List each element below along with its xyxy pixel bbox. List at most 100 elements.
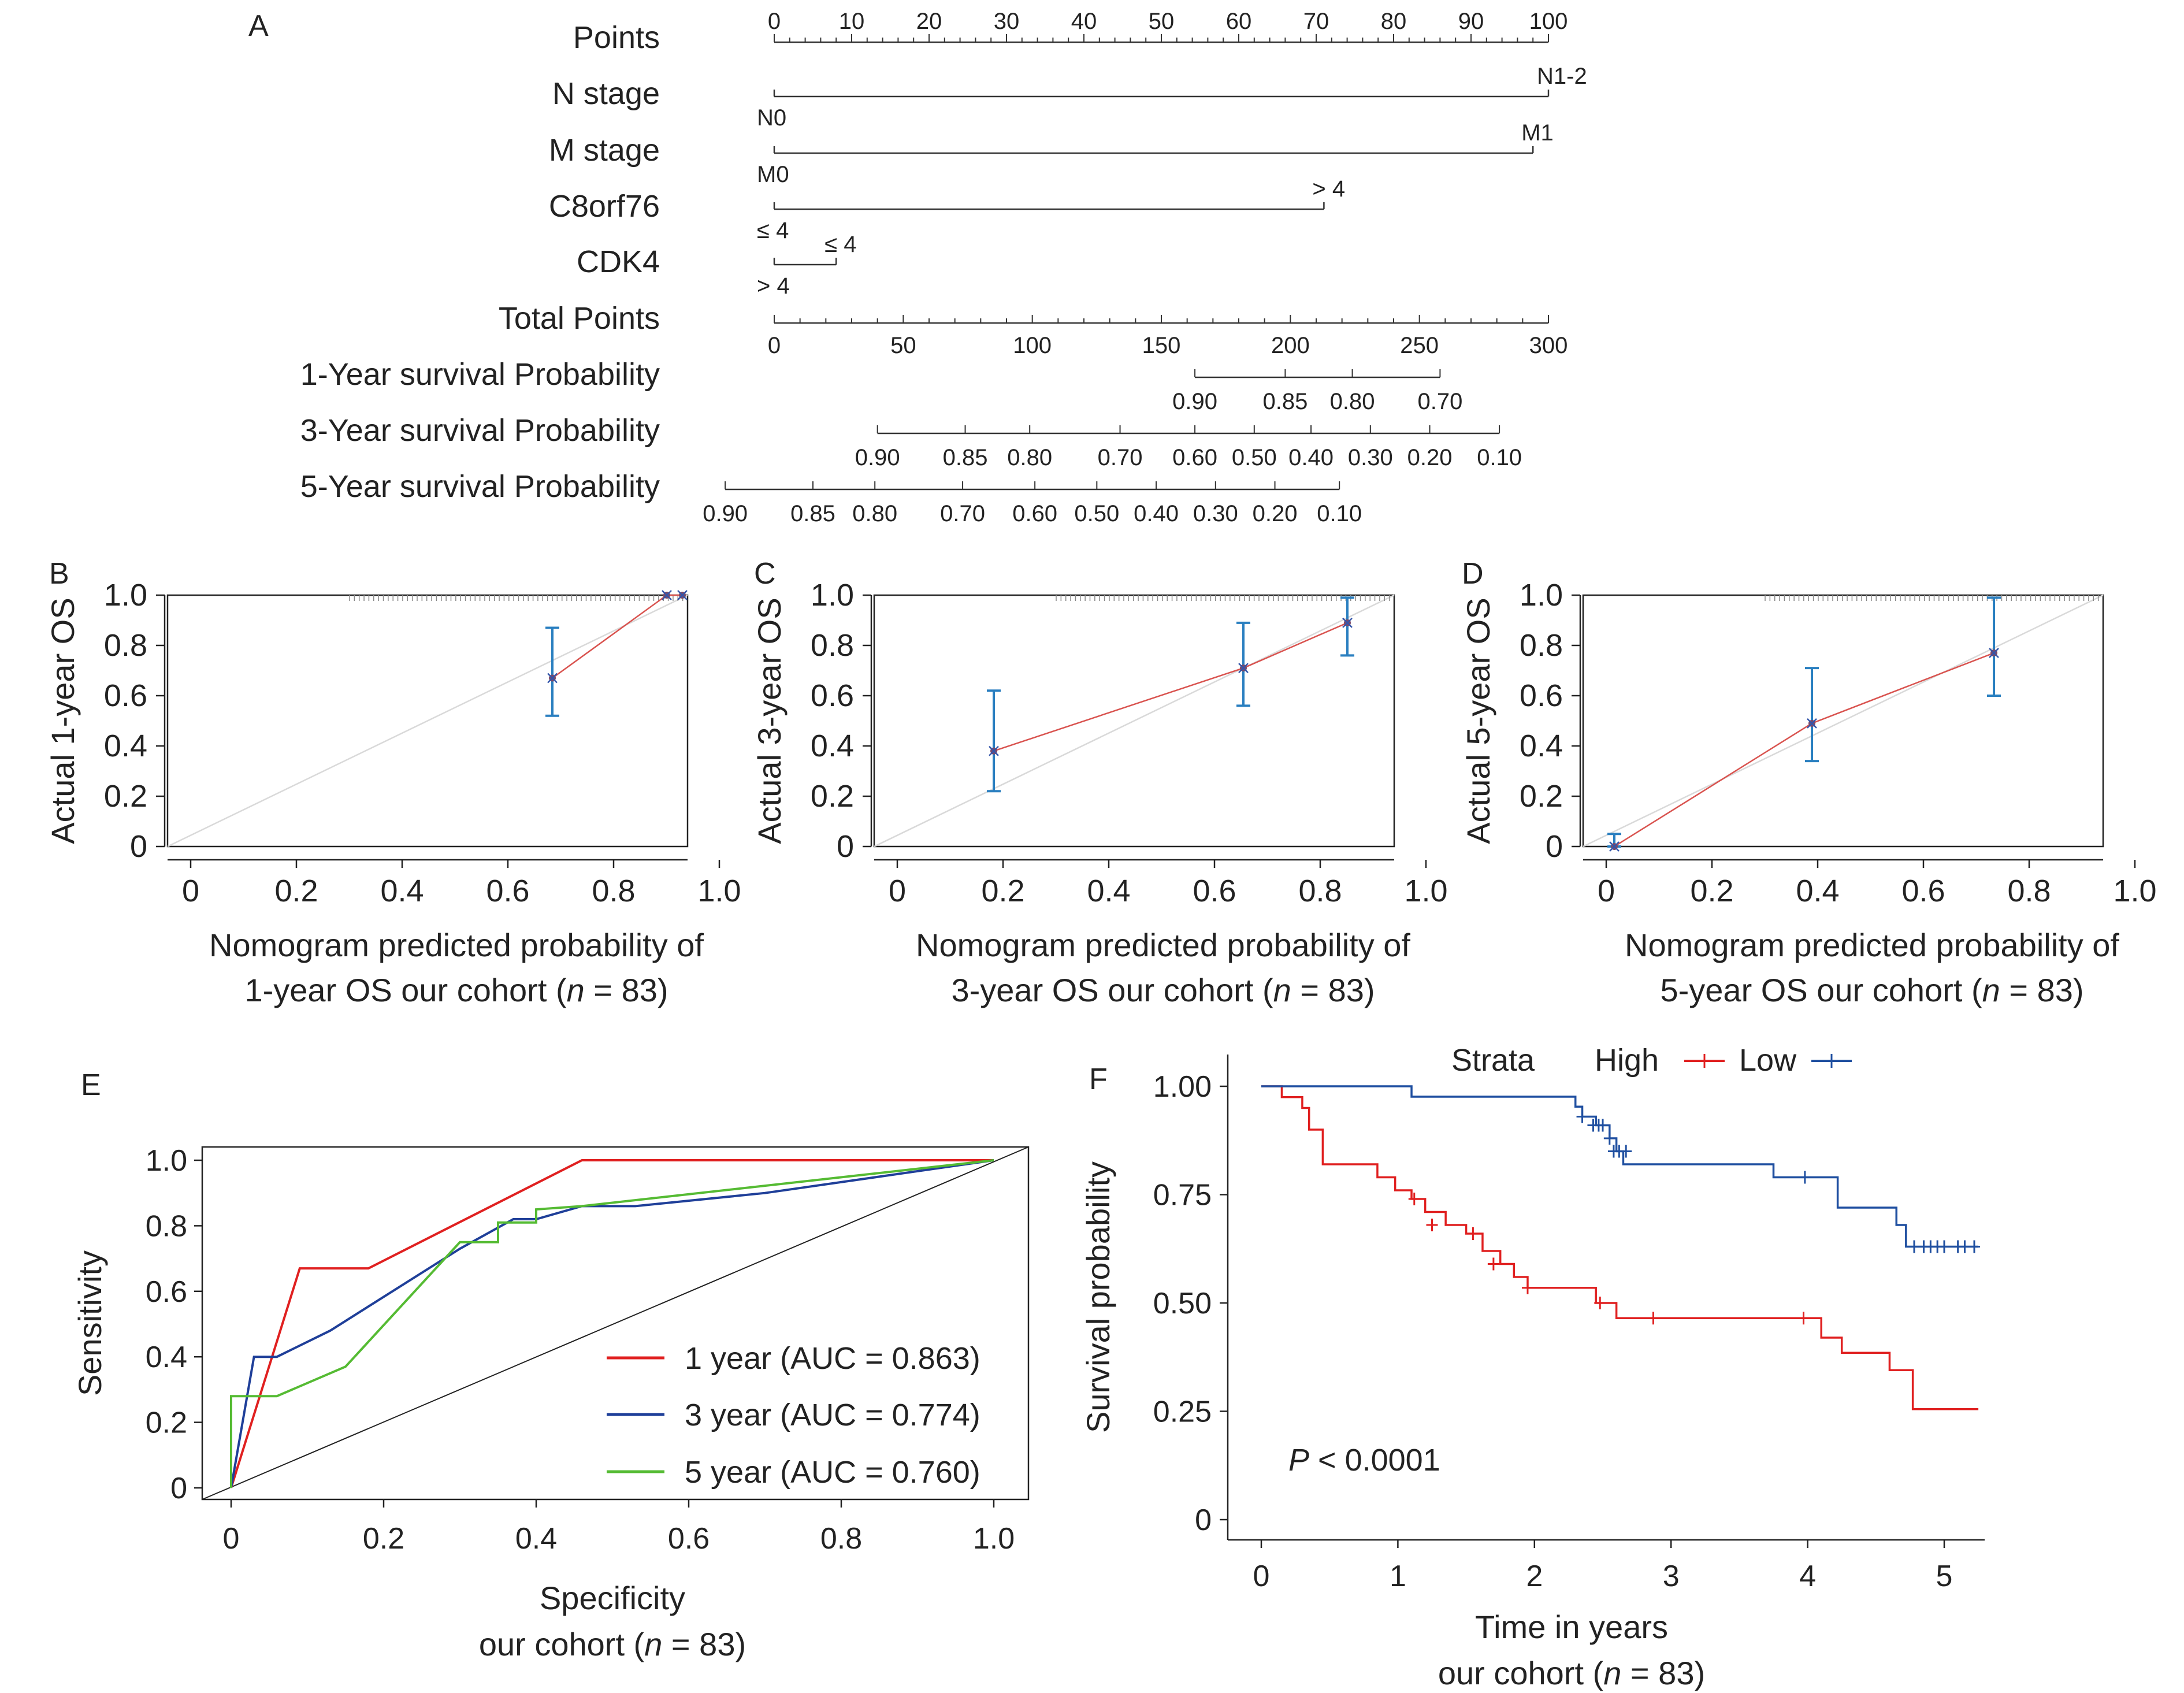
y-tick-label: 0 (1195, 1503, 1212, 1537)
points-tick-label: 60 (1226, 9, 1252, 34)
y-tick-label: 1.0 (104, 578, 147, 612)
probability-tick-label: 0.80 (852, 501, 897, 526)
x-tick-label: 0.2 (1690, 874, 1733, 908)
x-tick-label: 0.8 (820, 1522, 862, 1555)
probability-tick-label: 0.85 (943, 445, 988, 470)
x-tick-label: 4 (1799, 1560, 1816, 1593)
x-axis-label-line1: Nomogram predicted probability of (209, 927, 704, 963)
y-tick-label: 0.50 (1153, 1287, 1212, 1320)
x-axis-label-line1: Nomogram predicted probability of (1625, 927, 2119, 963)
y-tick-label: 0.8 (104, 628, 147, 663)
x-axis-label-line2: our cohort (n = 83) (479, 1626, 746, 1662)
observed-x-mark (1342, 617, 1353, 628)
probability-tick-label: 0.70 (1098, 445, 1143, 470)
x-tick-label: 1.0 (1404, 874, 1447, 908)
x-tick-label: 0.8 (1298, 874, 1342, 908)
plot-frame (1582, 594, 2104, 848)
probability-tick-label: 0.40 (1288, 445, 1334, 470)
variable-level-label: N0 (757, 105, 786, 131)
x-axis-label-line1: Nomogram predicted probability of (916, 927, 1410, 963)
x-tick-label: 1.0 (697, 874, 741, 908)
y-tick-label: 0 (130, 829, 147, 864)
points-tick-label: 10 (839, 9, 865, 34)
x-axis-label-line2: 5-year OS our cohort (n = 83) (1660, 972, 2083, 1008)
calibration-line (1614, 652, 1994, 848)
roc-curve-1 (230, 1159, 994, 1488)
total-points-tick-label: 250 (1400, 333, 1439, 358)
x-tick-label: 5 (1936, 1560, 1953, 1593)
probability-tick-label: 0.20 (1407, 445, 1453, 470)
probability-tick-label: 0.60 (1172, 445, 1217, 470)
y-tick-label: 0.4 (146, 1341, 187, 1374)
probability-tick-label: 0.30 (1348, 445, 1393, 470)
y-tick-label: 1.00 (1153, 1070, 1212, 1104)
x-tick-label: 0.2 (274, 874, 318, 908)
calibration-line (993, 622, 1348, 752)
survival-curve-high (1261, 1085, 1979, 1410)
y-tick-label: 0.2 (104, 779, 147, 814)
points-tick-label: 80 (1381, 9, 1407, 34)
ideal-line (874, 594, 1395, 848)
points-tick-label: 50 (1149, 9, 1175, 34)
x-tick-label: 0 (223, 1522, 240, 1555)
variable-level-label: > 4 (1312, 176, 1345, 202)
probability-tick-label: 0.10 (1477, 445, 1522, 470)
probability-tick-label: 0.80 (1330, 389, 1375, 414)
plot-frame (166, 594, 689, 848)
survival-curve-low (1261, 1085, 1979, 1248)
points-tick-label: 30 (994, 9, 1020, 34)
y-axis-label: Survival probability (1080, 1161, 1116, 1433)
x-axis-label-line2: 1-year OS our cohort (n = 83) (244, 972, 668, 1008)
observed-x-mark (1807, 718, 1817, 729)
probability-tick-label: 0.10 (1317, 501, 1362, 526)
y-tick-label: 0.6 (146, 1275, 187, 1309)
observed-x-mark (989, 745, 999, 756)
nomogram-row-label: C8orf76 (549, 189, 660, 224)
panel-letter-e: E (81, 1068, 101, 1102)
y-tick-label: 0.8 (1520, 628, 1563, 663)
y-axis-label: Sensitivity (72, 1250, 108, 1396)
x-tick-label: 0.4 (1796, 874, 1839, 908)
nomogram-row-label: 5-Year survival Probability (300, 469, 660, 504)
x-tick-label: 0 (889, 874, 906, 908)
probability-tick-label: 0.50 (1232, 445, 1277, 470)
x-tick-label: 0.4 (380, 874, 424, 908)
panel-b-calibration-1yr: 0 0.2 0.4 0.6 0.8 1.0 0 0.2 0.4 0.6 0.8 1.0 Actual 1… (44, 578, 741, 1008)
total-points-tick-label: 100 (1013, 333, 1052, 358)
nomogram-row-label: M stage (549, 133, 660, 168)
probability-tick-label: 0.70 (1417, 389, 1462, 414)
observed-x-mark (662, 590, 672, 600)
x-tick-label: 1.0 (973, 1522, 1015, 1555)
plot-frame (201, 1146, 1030, 1501)
y-tick-label: 0.8 (146, 1209, 187, 1243)
y-tick-label: 0 (170, 1472, 187, 1505)
panel-a-nomogram: Points 0 10 20 30 40 50 60 70 80 90 100 N stage N0 N1-… (300, 9, 1587, 526)
panel-e-roc: 0 0.2 0.4 0.6 0.8 1.0 0 0.2 0.4 0.6 0.8 1.0 Sensitiv… (72, 1144, 1030, 1662)
x-tick-label: 0.6 (668, 1522, 710, 1555)
nomogram-row-label: CDK4 (577, 244, 660, 279)
x-tick-label: 1.0 (2113, 874, 2156, 908)
panel-letter-d: D (1462, 557, 1484, 591)
probability-tick-label: 0.50 (1074, 501, 1119, 526)
p-value-annotation: P < 0.0001 (1288, 1443, 1440, 1477)
nomogram-row-label: N stage (552, 76, 660, 111)
ideal-line (1583, 594, 2104, 848)
legend-entry-label: Low (1739, 1043, 1797, 1078)
y-tick-label: 1.0 (1520, 578, 1563, 612)
total-points-tick-label: 200 (1271, 333, 1310, 358)
x-axis-label-line1: Time in years (1475, 1609, 1668, 1645)
nomogram-row-label: 1-Year survival Probability (300, 357, 660, 392)
y-tick-label: 0.25 (1153, 1395, 1212, 1429)
x-tick-label: 0.6 (1901, 874, 1945, 908)
probability-tick-label: 0.40 (1134, 501, 1179, 526)
variable-level-label: > 4 (757, 273, 790, 299)
probability-tick-label: 0.85 (790, 501, 835, 526)
points-tick-label: 70 (1303, 9, 1329, 34)
nomogram-row-label: Points (573, 20, 660, 55)
y-tick-label: 0.6 (104, 678, 147, 713)
diagonal-reference-line (202, 1146, 1029, 1500)
x-tick-label: 0.8 (2007, 874, 2051, 908)
x-tick-label: 0 (182, 874, 199, 908)
total-points-tick-label: 150 (1142, 333, 1181, 358)
